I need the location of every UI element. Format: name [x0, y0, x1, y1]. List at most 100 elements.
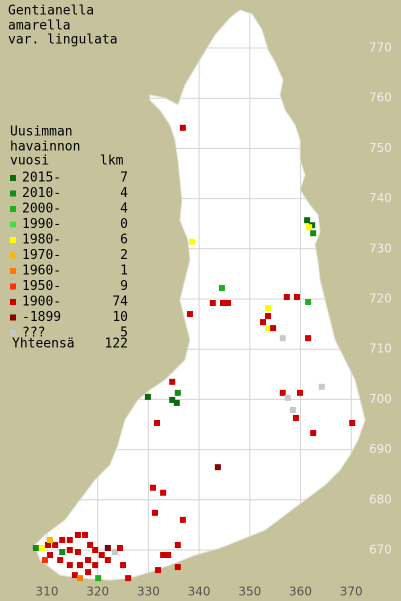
x-label: 370 [340, 585, 363, 599]
legend-heading: Uusimman [10, 125, 73, 140]
y-label: 760 [369, 91, 392, 105]
legend-label: 1900- [22, 295, 61, 310]
y-label: 680 [369, 492, 392, 506]
legend-count: 4 [120, 186, 128, 201]
observation-square [47, 552, 54, 559]
legend-label: 2015- [22, 171, 61, 186]
observation-square [259, 319, 266, 326]
observation-square [306, 224, 313, 231]
observation-square [59, 549, 66, 556]
observation-square [66, 562, 73, 569]
observation-square [173, 399, 180, 406]
observation-square [85, 557, 92, 564]
observation-square [155, 567, 162, 574]
legend-count: 10 [112, 310, 128, 325]
y-label: 690 [369, 442, 392, 456]
observation-square [160, 489, 167, 496]
observation-square [76, 562, 83, 569]
observation-square [179, 516, 186, 523]
observation-square [120, 562, 127, 569]
observation-square [209, 300, 216, 307]
x-label: 350 [238, 585, 261, 599]
observation-square [125, 575, 132, 582]
observation-square [92, 562, 99, 569]
observation-square [309, 222, 316, 229]
observation-square [117, 544, 124, 551]
observation-square [349, 419, 356, 426]
legend-count: 7 [120, 171, 128, 186]
observation-square [154, 419, 161, 426]
observation-square [59, 536, 66, 543]
observation-square [74, 531, 81, 538]
legend-swatch [10, 175, 16, 181]
observation-square [87, 541, 94, 548]
observation-square [76, 575, 83, 582]
legend-count: 5 [120, 326, 128, 341]
legend-swatch [10, 221, 16, 228]
observations [32, 124, 356, 582]
y-label: 700 [369, 392, 392, 406]
observation-square [265, 313, 272, 320]
observation-square [305, 299, 312, 306]
y-label: 740 [369, 191, 392, 205]
observation-square [174, 541, 181, 548]
observation-square [318, 383, 325, 390]
legend-label: 1990- [22, 217, 61, 232]
observation-square [305, 335, 312, 342]
x-label: 360 [289, 585, 312, 599]
observation-square [104, 544, 111, 551]
title: amarella [8, 19, 71, 34]
legend-swatch [10, 299, 16, 305]
legend-swatch [10, 314, 16, 321]
observation-square [169, 378, 176, 385]
legend-label: 2000- [22, 202, 61, 217]
observation-square [98, 552, 105, 559]
observation-square [169, 396, 176, 403]
observation-square [38, 544, 45, 551]
observation-square [186, 311, 193, 318]
observation-square [189, 238, 196, 245]
legend-label: 1960- [22, 264, 61, 279]
x-label: 310 [36, 585, 59, 599]
observation-square [160, 552, 167, 559]
observation-square [224, 300, 231, 307]
legend-count: 0 [120, 217, 128, 232]
legend-swatch [10, 283, 16, 290]
observation-square [95, 575, 102, 582]
x-label: 320 [86, 585, 109, 599]
observation-square [66, 536, 73, 543]
observation-square [310, 430, 317, 437]
observation-square [149, 484, 156, 491]
observation-square [52, 541, 59, 548]
observation-square [218, 284, 225, 291]
observation-square [279, 335, 286, 342]
y-label: 770 [369, 41, 392, 55]
observation-square [111, 549, 118, 556]
observation-square [174, 389, 181, 396]
x-label: 330 [137, 585, 160, 599]
observation-square [45, 541, 52, 548]
observation-square [151, 509, 158, 516]
observation-square [104, 557, 111, 564]
legend-swatch [10, 237, 16, 243]
observation-square [283, 293, 290, 300]
observation-square [66, 547, 73, 553]
legend-total-label: Yhteensä [12, 337, 75, 352]
title: var. lingulata [8, 33, 118, 48]
observation-square [144, 393, 151, 400]
legend-swatch [10, 252, 16, 259]
observation-square [284, 394, 291, 401]
title: Gentianella [8, 4, 94, 19]
observation-square [292, 414, 299, 421]
legend-label: -1899 [22, 310, 61, 325]
observation-square [304, 217, 311, 224]
legend-label: 2010- [22, 186, 61, 201]
observation-square [165, 552, 172, 559]
observation-square [74, 549, 81, 556]
x-label: 340 [188, 585, 211, 599]
observation-square [179, 124, 186, 131]
legend-header: vuosi [10, 154, 49, 169]
observation-square [310, 230, 317, 237]
legend-total: 122 [105, 337, 128, 352]
